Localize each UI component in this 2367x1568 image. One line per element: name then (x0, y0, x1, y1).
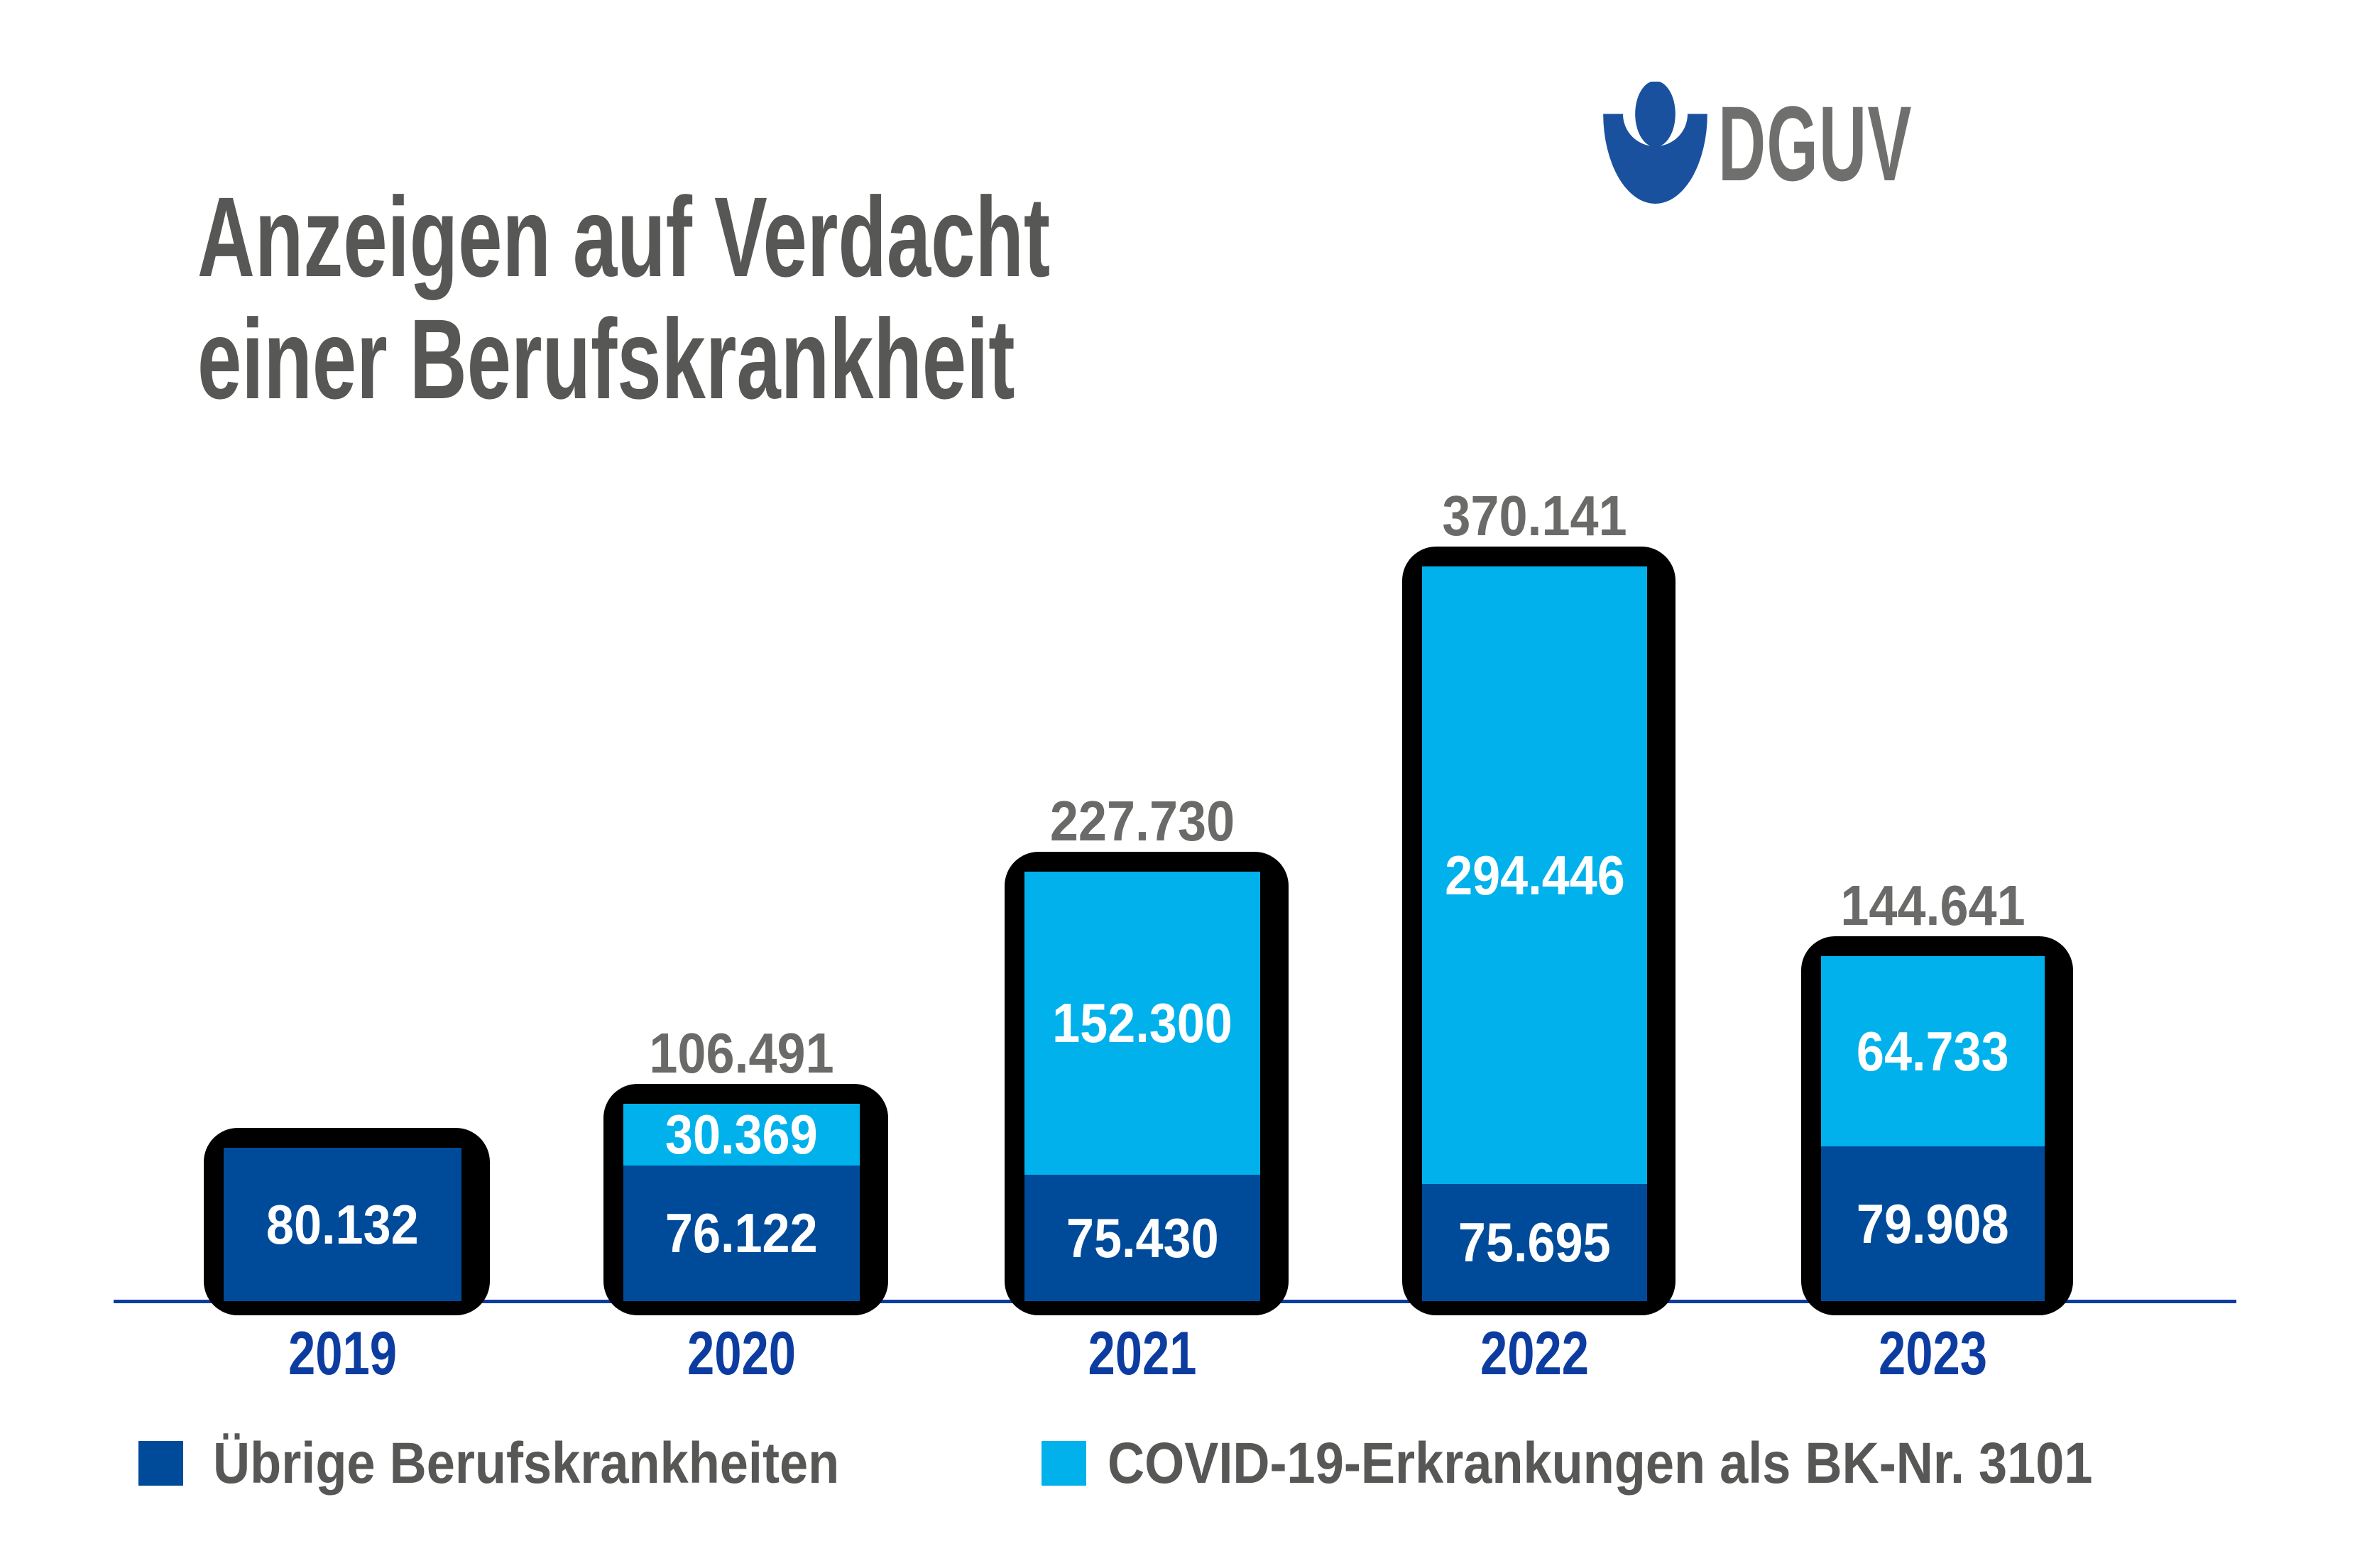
value-label-covid-2020: 30.369 (665, 1103, 818, 1166)
title-line-2: einer Berufskrankheit (197, 295, 1015, 422)
total-label-2023: 144.641 (1840, 874, 2026, 937)
total-label-2022: 370.141 (1442, 484, 1627, 547)
year-label-2020: 2020 (687, 1320, 797, 1388)
year-label-2022: 2022 (1480, 1320, 1590, 1388)
total-label-2020: 106.491 (649, 1021, 834, 1085)
dguv-person-icon (1603, 82, 1707, 204)
value-label-other-2021: 75.430 (1066, 1206, 1219, 1269)
year-label-2019: 2019 (288, 1320, 398, 1388)
bar-segment-covid-2021: 152.300 (1024, 872, 1260, 1175)
value-label-other-2019: 80.132 (266, 1193, 419, 1256)
bar-segment-other-2020: 76.122 (623, 1166, 860, 1301)
chart-title: Anzeigen auf Verdacht einer Berufskrankh… (197, 176, 1050, 420)
legend-swatch-other (138, 1441, 183, 1486)
dguv-logo-text: DGUV (1718, 84, 1913, 203)
dguv-logo: DGUV (1603, 82, 2043, 209)
value-label-other-2023: 79.908 (1857, 1192, 2009, 1255)
bar-segment-other-2021: 75.430 (1024, 1175, 1260, 1301)
value-label-covid-2023: 64.733 (1857, 1019, 2009, 1082)
bar-segment-other-2019: 80.132 (224, 1148, 461, 1301)
value-label-covid-2021: 152.300 (1052, 992, 1232, 1054)
value-label-other-2022: 75.695 (1458, 1211, 1611, 1273)
total-label-2021: 227.730 (1049, 789, 1235, 852)
title-line-1: Anzeigen auf Verdacht (197, 173, 1051, 300)
bar-segment-covid-2023: 64.733 (1821, 956, 2045, 1146)
year-label-2021: 2021 (1088, 1320, 1197, 1388)
legend-label-other: Übrige Berufskrankheiten (213, 1431, 840, 1496)
bar-segment-covid-2022: 294.446 (1422, 566, 1647, 1184)
legend-label-covid: COVID-19-Erkrankungen als BK-Nr. 3101 (1108, 1431, 2093, 1496)
value-label-other-2020: 76.122 (665, 1202, 818, 1264)
bar-segment-covid-2020: 30.369 (623, 1103, 860, 1166)
value-label-covid-2022: 294.446 (1444, 843, 1625, 906)
legend-swatch-covid (1042, 1441, 1086, 1486)
year-label-2023: 2023 (1878, 1320, 1988, 1388)
bar-segment-other-2022: 75.695 (1422, 1184, 1647, 1301)
bar-segment-other-2023: 79.908 (1821, 1146, 2045, 1301)
